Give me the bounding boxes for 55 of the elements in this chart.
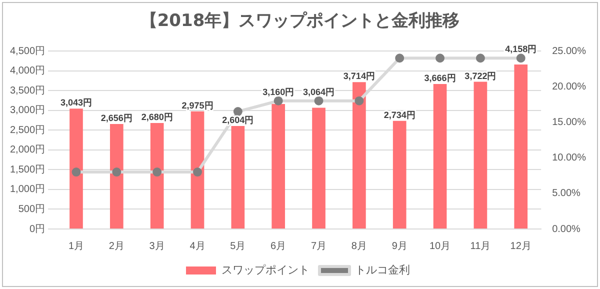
y-tick-label: 4,000円	[10, 66, 46, 77]
bar	[272, 104, 286, 228]
y-tick-label: 500円	[18, 204, 46, 215]
y-tick-label: 3,500円	[10, 85, 46, 96]
y2-tick-label: 5.00%	[552, 188, 581, 200]
bar	[110, 124, 124, 228]
bar	[150, 122, 164, 228]
bar	[514, 64, 528, 228]
x-tick-label: 12月	[510, 240, 532, 252]
legend-label: トルコ金利	[355, 264, 410, 277]
y2-tick-label: 20.00%	[552, 81, 586, 92]
legend-label: スワップポイント	[222, 264, 310, 277]
y2-tick-label: 0.00%	[552, 224, 581, 235]
y2-tick-label: 15.00%	[552, 116, 586, 128]
x-tick-label: 7月	[310, 240, 327, 252]
y-tick-label: 1,000円	[10, 184, 46, 196]
x-tick-label: 11月	[470, 240, 491, 252]
y-tick-label: 0円	[29, 224, 46, 235]
data-label: 3,722円	[464, 70, 496, 81]
bar	[312, 108, 326, 228]
x-tick-label: 5月	[230, 240, 246, 252]
y-tick-label: 2,500円	[10, 124, 46, 136]
bar	[433, 84, 447, 228]
data-label: 3,064円	[303, 86, 335, 97]
data-label: 2,604円	[222, 114, 254, 125]
x-tick-label: 4月	[190, 240, 206, 252]
chart-title: 【2018年】スワップポイントと金利推移	[139, 10, 461, 32]
y-tick-label: 1,500円	[10, 164, 46, 176]
data-label: 4,158円	[505, 44, 537, 54]
x-tick-label: 3月	[149, 240, 165, 252]
data-label: 2,656円	[100, 112, 132, 123]
x-tick-label: 10月	[429, 240, 451, 252]
data-label: 2,734円	[384, 110, 416, 120]
x-tick-label: 6月	[270, 240, 286, 252]
data-label: 2,975円	[182, 100, 214, 110]
bar	[392, 120, 406, 228]
data-label: 3,160円	[262, 86, 294, 97]
data-label: 3,043円	[60, 98, 92, 108]
y2-tick-label: 25.00%	[552, 46, 586, 57]
bar	[190, 111, 204, 228]
y-tick-label: 4,500円	[10, 46, 46, 57]
y2-tick-label: 10.00%	[552, 152, 586, 164]
y-tick-label: 3,000円	[10, 105, 46, 116]
bar	[231, 126, 245, 228]
x-tick-label: 8月	[351, 240, 367, 252]
bar	[474, 82, 488, 228]
x-tick-label: 1月	[68, 240, 84, 252]
y-tick-label: 2,000円	[10, 144, 46, 156]
data-label: 3,714円	[343, 71, 375, 82]
x-tick-label: 2月	[108, 240, 124, 252]
bar	[352, 82, 366, 228]
x-tick-label: 9月	[392, 240, 408, 252]
data-label: 3,666円	[424, 72, 456, 83]
data-label: 2,680円	[141, 112, 173, 122]
bar	[70, 108, 83, 228]
